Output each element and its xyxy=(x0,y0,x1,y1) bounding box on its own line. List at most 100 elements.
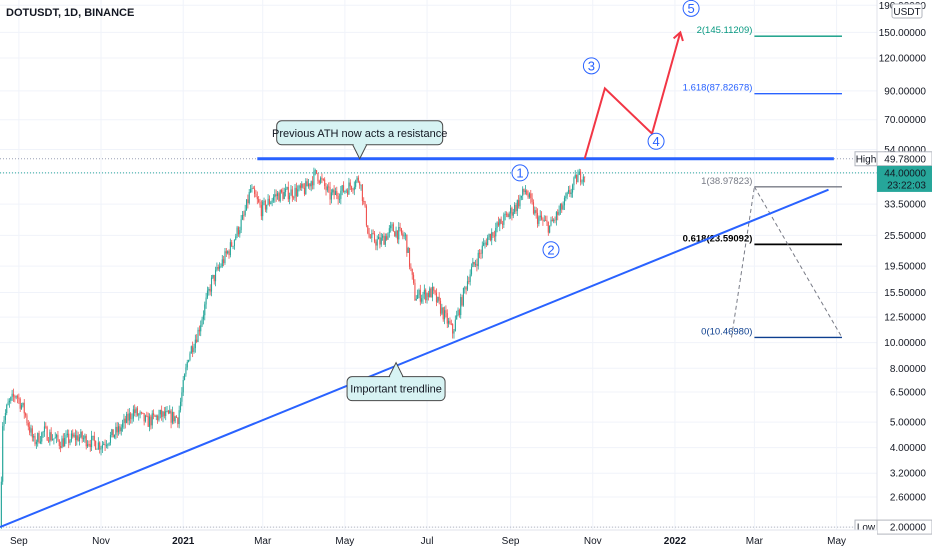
candle-body xyxy=(166,410,168,412)
candle-body xyxy=(348,182,350,195)
candle-body xyxy=(460,297,462,316)
time-axis[interactable]: Sep Nov 2021 Mar May Jul Sep Nov 2022 Mar May xyxy=(0,529,877,550)
candle-body xyxy=(320,177,322,183)
candle-body xyxy=(382,235,384,238)
candle-body xyxy=(96,448,98,450)
candle-body xyxy=(376,239,378,246)
candle-body xyxy=(221,259,223,267)
candle-body xyxy=(42,431,44,433)
candle-body xyxy=(462,288,464,306)
candle-body xyxy=(290,189,292,196)
price-axis[interactable]: 2.00000 2.60000 3.20000 4.00000 5.00000 6.500… xyxy=(876,0,932,550)
candle-body xyxy=(571,185,574,193)
candle-body xyxy=(117,426,120,433)
candle-body xyxy=(437,296,439,303)
candle-body xyxy=(516,200,518,212)
candle-body xyxy=(264,200,266,210)
candle-body xyxy=(559,203,561,211)
candle-body xyxy=(469,274,471,282)
price-tick-label: 8.00000 xyxy=(890,364,927,375)
candle-body xyxy=(456,315,458,320)
candle-body xyxy=(99,442,101,450)
candle-body xyxy=(127,413,129,421)
candle-body xyxy=(216,267,218,271)
candle-body xyxy=(465,287,467,290)
candle-body xyxy=(355,180,357,187)
candle-body xyxy=(450,323,452,325)
candle-body xyxy=(109,435,112,443)
candle-body xyxy=(301,183,303,188)
price-axis-bg xyxy=(877,0,932,550)
callout-pointer xyxy=(388,361,404,377)
candle-body xyxy=(124,418,126,423)
wave-label: 3 xyxy=(588,58,595,73)
candle-body xyxy=(442,307,444,320)
last-price-tag xyxy=(877,165,932,192)
candle-body xyxy=(542,219,544,221)
candle-body xyxy=(275,194,277,197)
chart-title: DOTUSDT, 1D, BINANCE xyxy=(6,7,134,19)
candle-body xyxy=(582,176,584,182)
unit-tag xyxy=(891,3,923,19)
candle-body xyxy=(11,393,13,398)
candle-body xyxy=(317,173,319,182)
candle-body xyxy=(243,214,245,216)
candle-body xyxy=(16,396,19,398)
candle-body xyxy=(337,195,339,200)
candle-body xyxy=(130,413,132,419)
candle-body xyxy=(474,263,477,265)
candle-body xyxy=(468,281,470,283)
candle-body xyxy=(276,193,279,197)
high-label: High xyxy=(856,154,877,165)
price-tick-label: 70.00000 xyxy=(884,115,926,126)
candle-body xyxy=(58,440,60,446)
candle-body xyxy=(414,282,416,301)
candle-body xyxy=(122,423,124,428)
time-tick-label: May xyxy=(335,536,354,547)
wave-label: 2 xyxy=(547,242,554,257)
candle-body xyxy=(336,191,338,196)
candle-body xyxy=(325,186,327,191)
drawings xyxy=(0,30,829,529)
candle-body xyxy=(496,222,498,229)
candle-body xyxy=(111,429,113,436)
candle-body xyxy=(244,210,246,216)
low-label: Low xyxy=(857,523,876,534)
candle-body xyxy=(219,266,221,269)
candle-body xyxy=(439,300,442,314)
candle-body xyxy=(252,187,254,189)
candle-body xyxy=(196,339,198,342)
price-tick-label: 120.00000 xyxy=(879,53,927,64)
candle-body xyxy=(458,309,460,316)
candle-body xyxy=(295,187,297,197)
candle-body xyxy=(150,416,152,426)
candle-body xyxy=(534,210,536,214)
candle-body xyxy=(113,434,116,438)
candle-body xyxy=(22,402,24,406)
time-tick-label: 2022 xyxy=(664,536,687,547)
candle-body xyxy=(510,207,512,214)
candle-body xyxy=(518,200,520,207)
candle-body xyxy=(139,412,141,415)
candle-body xyxy=(546,220,548,223)
candle-body xyxy=(268,198,270,205)
candle-body xyxy=(283,192,285,200)
time-tick-label: Sep xyxy=(10,536,28,547)
candle-body xyxy=(43,426,46,432)
candle-body xyxy=(174,416,176,422)
candle-body xyxy=(56,434,58,438)
candle-body xyxy=(201,319,203,326)
candle-body xyxy=(231,242,233,247)
candle-body xyxy=(157,415,159,421)
candle-body xyxy=(411,268,413,275)
candle-body xyxy=(38,433,40,443)
candle-body xyxy=(18,397,20,399)
candle-body xyxy=(329,187,331,200)
candle-body xyxy=(64,438,66,447)
candle-body xyxy=(19,398,21,409)
candle-body xyxy=(453,331,455,334)
candle-body xyxy=(27,423,29,427)
candle-body xyxy=(237,227,239,235)
candle-body xyxy=(527,194,529,198)
